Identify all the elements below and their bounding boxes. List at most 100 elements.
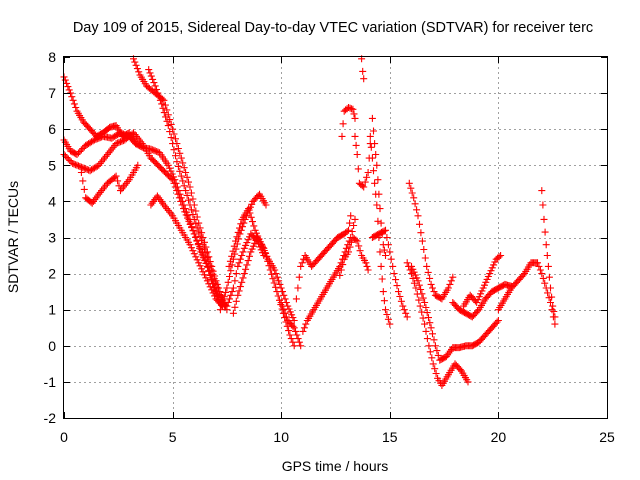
series-track-11 [277, 299, 305, 350]
data-point [174, 190, 182, 198]
data-point [195, 259, 203, 267]
data-point [481, 281, 488, 289]
data-point [229, 309, 237, 317]
x-tick-label: 15 [382, 429, 398, 445]
data-point [234, 228, 242, 236]
data-point [210, 275, 218, 283]
data-point [89, 137, 97, 145]
data-point [382, 226, 389, 234]
data-point [290, 342, 298, 350]
data-point [182, 169, 190, 176]
data-point [196, 232, 204, 240]
data-point [374, 217, 382, 225]
data-point [185, 178, 192, 186]
data-point [158, 100, 166, 108]
data-point [208, 266, 216, 274]
data-point [79, 177, 87, 185]
x-axis-label: GPS time / hours [282, 458, 389, 474]
data-point [417, 229, 425, 237]
data-point [167, 167, 175, 175]
series-track-03 [60, 129, 224, 306]
data-point [239, 223, 246, 231]
data-point [63, 154, 71, 161]
data-point [199, 241, 207, 249]
data-point [167, 174, 175, 182]
data-point [153, 86, 160, 93]
data-point [189, 227, 197, 235]
data-point [373, 161, 381, 169]
data-point [151, 147, 159, 155]
data-point [195, 219, 203, 227]
data-point [377, 262, 385, 270]
data-point [208, 286, 216, 294]
data-point [199, 234, 207, 241]
data-point [232, 237, 240, 245]
data-point [64, 155, 72, 163]
data-point [179, 159, 187, 167]
data-point [397, 297, 405, 305]
data-point [539, 274, 547, 282]
x-tick-label: 25 [599, 429, 615, 445]
data-point [286, 308, 294, 316]
data-point [76, 148, 84, 155]
data-point [294, 284, 302, 292]
data-point [426, 274, 434, 282]
data-point [384, 241, 392, 249]
data-point [175, 194, 183, 202]
chart-title: Day 109 of 2015, Sidereal Day-to-day VTE… [73, 20, 593, 36]
data-point [112, 140, 120, 148]
data-point [178, 201, 186, 209]
data-point [220, 293, 228, 301]
data-point [415, 296, 423, 304]
data-point [145, 66, 153, 74]
data-point [285, 327, 293, 335]
data-point [260, 244, 268, 252]
x-tick-label: 20 [491, 429, 507, 445]
series-track-26 [494, 259, 559, 328]
data-point [478, 287, 486, 295]
data-point [363, 173, 371, 181]
data-point [544, 262, 552, 270]
data-point [380, 227, 388, 235]
data-point [149, 75, 157, 83]
data-point [177, 197, 185, 205]
data-point [410, 194, 418, 202]
data-point [534, 259, 541, 267]
data-point [544, 289, 552, 297]
data-point [151, 82, 159, 90]
data-point [193, 256, 201, 264]
data-point [233, 233, 241, 241]
data-point [114, 177, 122, 185]
data-point [237, 220, 245, 228]
data-point [169, 140, 177, 148]
data-point [433, 347, 441, 355]
series-track-17 [358, 55, 368, 83]
data-point [414, 277, 422, 285]
data-point [69, 160, 77, 167]
data-point [273, 288, 281, 296]
data-point [225, 262, 233, 270]
data-point [201, 245, 208, 253]
data-point [407, 184, 415, 192]
data-point [356, 247, 364, 255]
data-point [487, 267, 495, 275]
data-point [410, 279, 418, 287]
series-track-12 [292, 212, 355, 303]
data-point [180, 164, 188, 172]
data-point [92, 135, 100, 143]
data-point [396, 293, 404, 300]
data-point [148, 146, 156, 154]
data-point [347, 105, 355, 113]
data-point [202, 249, 210, 257]
data-point [265, 262, 273, 270]
data-point [411, 200, 419, 208]
data-point [371, 140, 379, 148]
data-point [189, 211, 197, 219]
data-point [551, 313, 559, 321]
series-track-10 [229, 234, 298, 350]
data-point [403, 313, 411, 321]
data-point [272, 283, 280, 291]
data-point [350, 110, 358, 118]
data-point [295, 273, 303, 281]
data-point [174, 145, 182, 152]
